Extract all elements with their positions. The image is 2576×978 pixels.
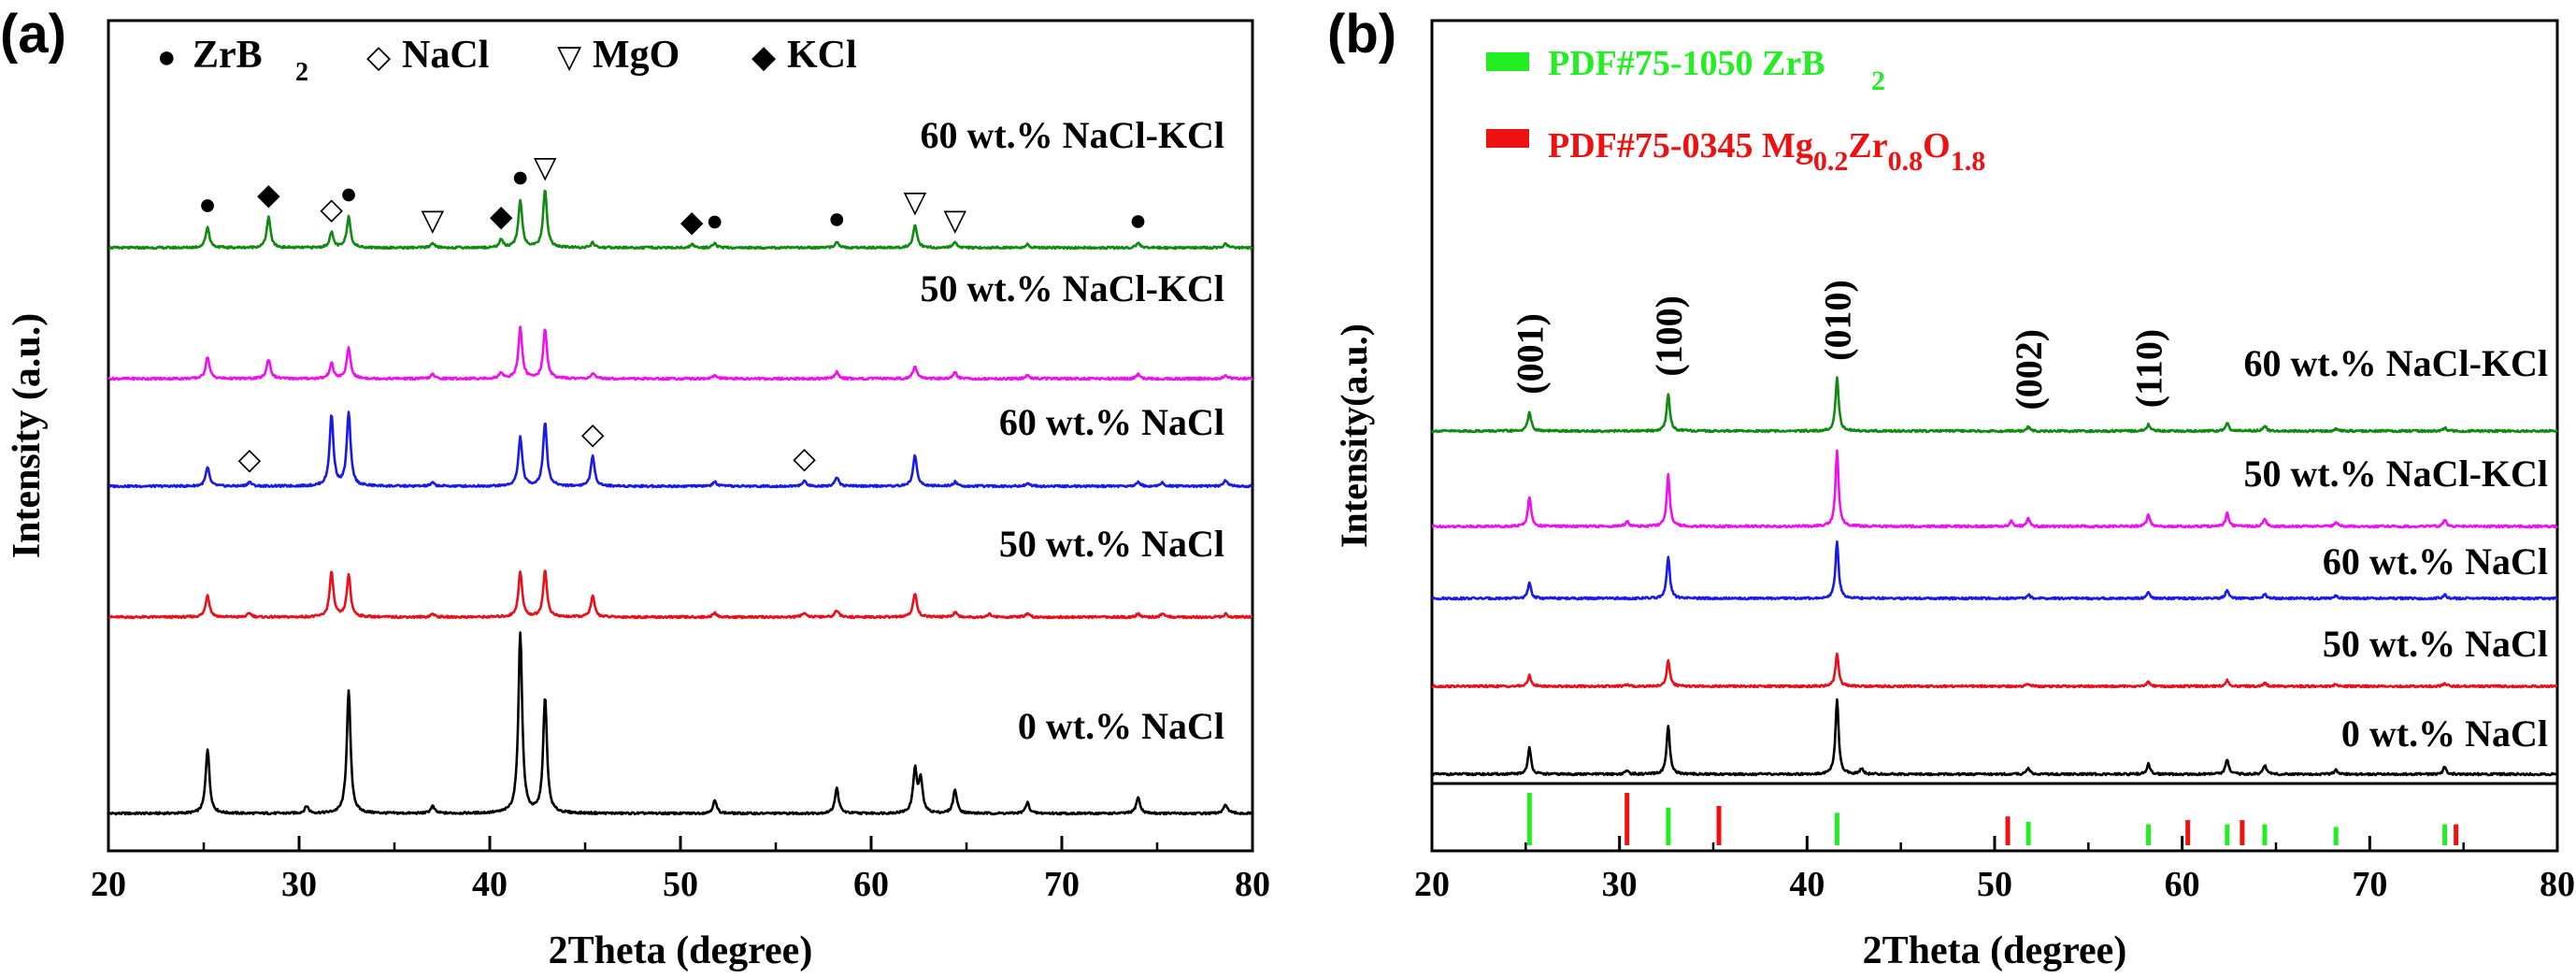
a-phase-marker: ◆ (257, 178, 280, 211)
a-legend-symbol: ● (157, 40, 177, 75)
b-x-tick-label: 80 (2540, 865, 2575, 904)
b-legend-formula-part: Mg (1762, 126, 1813, 165)
panel-b: (b) 20 30 40 50 60 70 80 2Theta (degree) Intensit… (1327, 4, 2575, 972)
a-phase-marker: ▽ (904, 184, 927, 218)
b-series-label: 60 wt.% NaCl (2323, 540, 2548, 582)
a-y-axis-title: Intensity (a.u.) (6, 313, 49, 559)
a-series-label: 60 wt.% NaCl (999, 401, 1224, 443)
a-legend-symbol: ◆ (751, 40, 777, 75)
a-series-label: 60 wt.% NaCl-KCl (920, 114, 1224, 156)
a-legend-label: MgO (593, 34, 680, 77)
b-legend-label-mgzro: PDF#75-0345 Mg0.2Zr0.8O1.8 (1548, 126, 1985, 177)
a-x-tick-label: 40 (472, 865, 508, 904)
a-phase-marker: ▽ (534, 150, 557, 183)
b-peak-index-label: (100) (1648, 295, 1690, 377)
b-x-tick-label: 60 (2165, 865, 2200, 904)
a-series-label: 50 wt.% NaCl (999, 523, 1224, 565)
a-phase-marker: ● (828, 201, 846, 235)
a-phase-marker: ◇ (238, 441, 262, 475)
b-trace-60-wt-nacl-kcl (1430, 376, 2559, 434)
b-peak-index-label: (010) (1816, 280, 1858, 361)
b-legend-formula-part: Zr (1848, 126, 1887, 165)
a-phase-marker: ● (706, 204, 723, 237)
a-legend-label: KCl (787, 34, 857, 77)
a-phase-marker: ● (1129, 203, 1147, 237)
a-x-tick-label: 30 (281, 865, 317, 904)
a-legend-symbol: ▽ (557, 40, 582, 75)
a-legend-label: ZrB (193, 34, 263, 77)
b-x-tick-label: 50 (1977, 865, 2012, 904)
b-peak-index-label: (110) (2128, 329, 2170, 408)
b-x-tick-label: 20 (1414, 865, 1450, 904)
a-x-axis-title: 2Theta (degree) (549, 929, 813, 972)
b-series-label: 0 wt.% NaCl (2341, 712, 2548, 755)
b-legend-swatch-mgzro (1486, 129, 1529, 148)
a-x-tick-label: 60 (853, 865, 889, 904)
b-legend-formula-part: O (1923, 126, 1951, 165)
b-legend-swatch-zrb2 (1486, 52, 1529, 71)
b-peak-index-label: (002) (2008, 329, 2050, 410)
b-peak-index-label: (001) (1509, 313, 1551, 395)
b-legend-label-zrb2: PDF#75-1050 ZrB (1548, 44, 1825, 83)
b-trace-50-wt-nacl (1431, 652, 2558, 689)
a-trace-0-wt-nacl (107, 631, 1254, 816)
b-legend: PDF#75-1050 ZrB 2 PDF#75-0345 Mg0.2Zr0.8O1… (1486, 44, 1985, 177)
b-series-label: 50 wt.% NaCl-KCl (2243, 453, 2548, 495)
b-series-label: 50 wt.% NaCl (2323, 623, 2548, 665)
b-trace-0-wt-nacl (1430, 698, 2558, 777)
b-legend-formula-part: 0.2 (1813, 146, 1849, 177)
b-legend-formula-part: 1.8 (1951, 146, 1986, 177)
b-series-label: 60 wt.% NaCl-KCl (2243, 342, 2548, 384)
b-y-axis-title: Intensity(a.u.) (1333, 324, 1375, 548)
a-series-label: 50 wt.% NaCl-KCl (920, 267, 1224, 309)
a-phase-marker: ◆ (490, 199, 513, 233)
a-x-tick-label: 20 (91, 865, 126, 904)
a-phase-marker: ◇ (581, 416, 605, 450)
b-x-tick-label: 70 (2352, 865, 2387, 904)
a-series-label: 0 wt.% NaCl (1018, 705, 1224, 747)
a-phase-marker: ◇ (793, 441, 816, 475)
a-x-tick-label: 50 (663, 865, 698, 904)
b-legend-subscript: 2 (1871, 65, 1885, 96)
a-trace-50-wt-nacl (107, 569, 1253, 620)
b-trace-60-wt-nacl (1431, 540, 2559, 601)
a-phase-marker: ● (339, 177, 357, 210)
panel-a: (a) 20 30 40 50 60 70 80 2Theta (degree) Intensit… (0, 4, 1270, 972)
panel-b-label: (b) (1327, 4, 1396, 65)
a-phase-marker: ▽ (943, 203, 966, 237)
a-phase-marker: ◆ (680, 205, 704, 238)
a-phase-marker: ▽ (421, 203, 444, 237)
b-x-tick-label: 30 (1602, 865, 1638, 904)
b-x-axis-title: 2Theta (degree) (1863, 929, 2127, 972)
a-x-tick-label: 80 (1235, 865, 1270, 904)
a-trace-60-wt-nacl-kcl (107, 189, 1253, 251)
a-phase-marker: ● (511, 159, 529, 193)
a-trace-60-wt-nacl (107, 410, 1254, 489)
a-legend-symbol: ◇ (366, 40, 392, 75)
b-x-tick-label: 40 (1789, 865, 1825, 904)
panel-a-label: (a) (0, 4, 66, 65)
b-legend-formula-part: 0.8 (1888, 146, 1924, 177)
a-phase-marker: ● (198, 187, 216, 221)
a-legend-label: NaCl (402, 34, 489, 77)
b-trace-50-wt-nacl-kcl (1431, 449, 2559, 529)
a-trace-50-wt-nacl-kcl (107, 325, 1253, 381)
a-legend-subscript: 2 (295, 58, 308, 87)
b-legend-text-prefix: PDF#75-0345 (1548, 126, 1762, 165)
a-x-tick-label: 70 (1044, 865, 1080, 904)
a-legend: ● ZrB 2 ◇ NaCl ▽ MgO ◆ KCl (157, 34, 857, 87)
a-phase-marker: ◇ (320, 192, 343, 225)
